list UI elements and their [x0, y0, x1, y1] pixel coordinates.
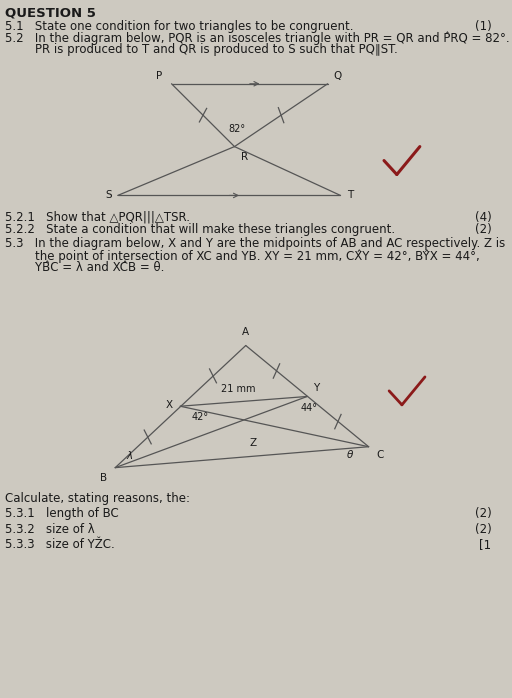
Text: Y: Y: [313, 383, 319, 393]
Text: (4): (4): [475, 211, 492, 224]
Text: Calculate, stating reasons, the:: Calculate, stating reasons, the:: [5, 492, 190, 505]
Text: (1): (1): [475, 20, 492, 33]
Text: A: A: [242, 327, 249, 337]
Text: 5.2.1   Show that △PQR|||△TSR.: 5.2.1 Show that △PQR|||△TSR.: [5, 211, 190, 224]
Text: 5.2   In the diagram below, PQR is an isosceles triangle with PR = QR and P̂RQ =: 5.2 In the diagram below, PQR is an isos…: [5, 31, 510, 45]
Text: 5.3.1   length of BC: 5.3.1 length of BC: [5, 507, 119, 521]
Text: Z: Z: [250, 438, 257, 447]
Text: P: P: [156, 71, 162, 81]
Text: (2): (2): [475, 523, 492, 536]
Text: 5.3.2   size of λ: 5.3.2 size of λ: [5, 523, 95, 536]
Text: T: T: [347, 191, 353, 200]
Text: 44°: 44°: [301, 403, 318, 413]
Text: θ: θ: [347, 450, 353, 460]
Text: λ: λ: [126, 451, 133, 461]
Text: Q: Q: [334, 71, 342, 81]
Text: (2): (2): [475, 507, 492, 521]
Text: R: R: [241, 152, 248, 162]
Text: 5.3   In the diagram below, X and Y are the midpoints of AB and AC respectively.: 5.3 In the diagram below, X and Y are th…: [5, 237, 505, 251]
Text: 5.2.2   State a condition that will make these triangles congruent.: 5.2.2 State a condition that will make t…: [5, 223, 395, 237]
Text: PR is produced to T and QR is produced to S such that PQ∥ST.: PR is produced to T and QR is produced t…: [5, 43, 398, 57]
Text: YB̂C = λ and XĈB = θ.: YB̂C = λ and XĈB = θ.: [5, 261, 164, 274]
Text: 21 mm: 21 mm: [221, 385, 256, 394]
Text: QUESTION 5: QUESTION 5: [5, 7, 96, 20]
Text: 42°: 42°: [191, 412, 208, 422]
Text: 5.3.3   size of YŽC.: 5.3.3 size of YŽC.: [5, 538, 115, 551]
Text: S: S: [105, 191, 112, 200]
Text: 5.1   State one condition for two triangles to be congruent.: 5.1 State one condition for two triangle…: [5, 20, 354, 33]
Text: 82°: 82°: [229, 124, 246, 134]
Text: C: C: [376, 450, 383, 460]
Text: (2): (2): [475, 223, 492, 237]
Text: X: X: [165, 400, 173, 410]
Text: the point of intersection of XC and YB. XY = 21 mm, CX̂Y = 42°, BŶX = 44°,: the point of intersection of XC and YB. …: [5, 249, 480, 262]
Text: [1: [1: [479, 538, 492, 551]
Text: B: B: [100, 473, 108, 483]
